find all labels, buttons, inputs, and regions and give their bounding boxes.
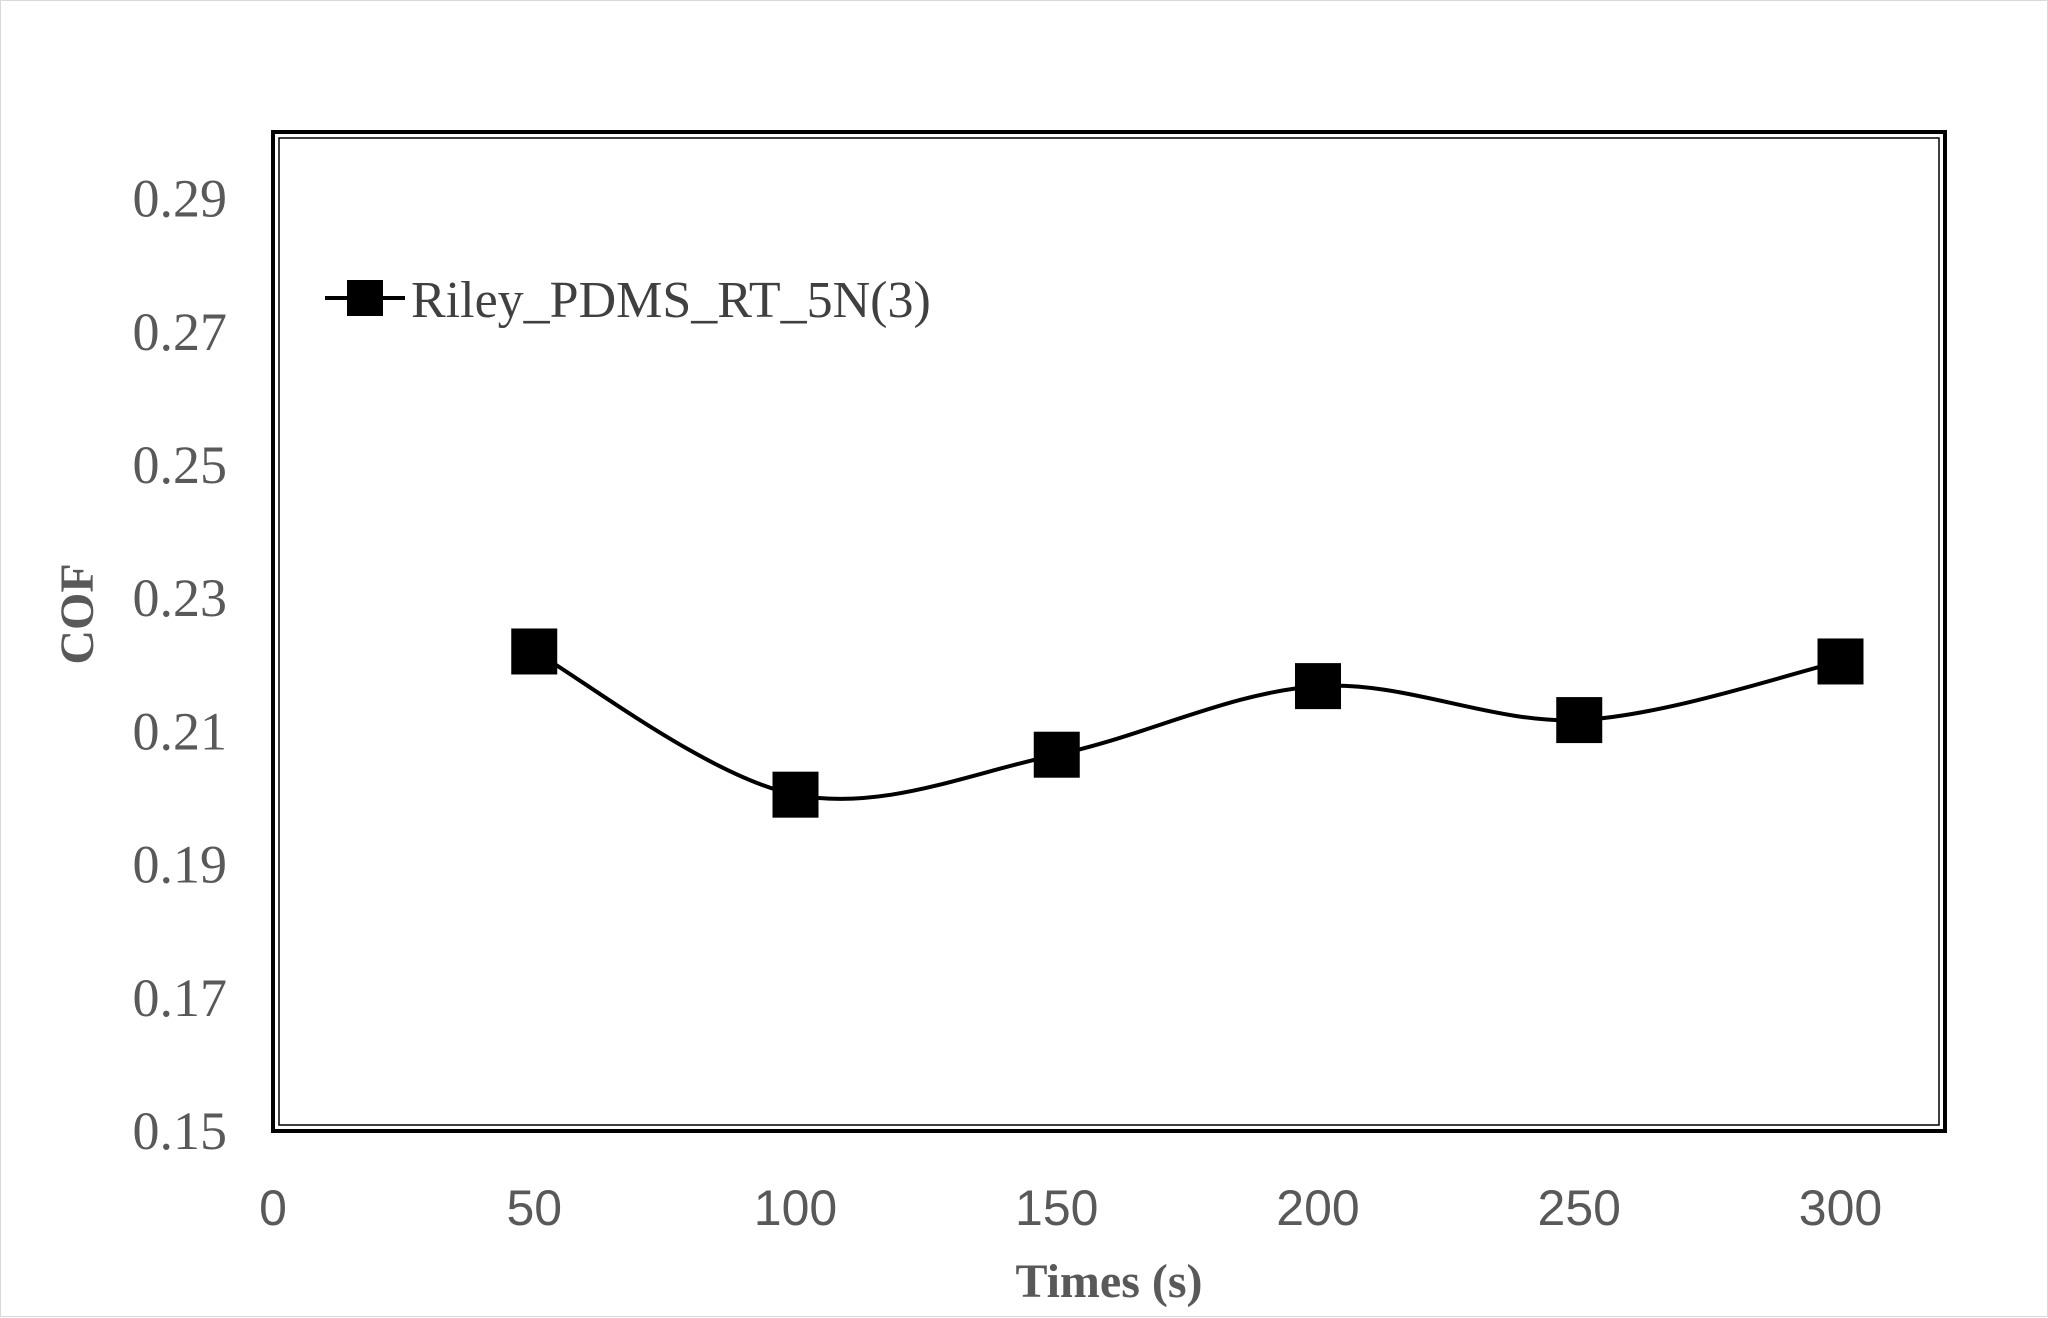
data-point-marker (511, 628, 558, 675)
y-axis-title: COF (51, 563, 104, 664)
x-axis-ticks: 0 50 100 150 200 250 300 (259, 1180, 1882, 1236)
y-axis-ticks: 0.15 0.17 0.19 0.21 0.23 0.25 0.27 0.29 (133, 169, 228, 1161)
plot-border-inner (278, 137, 1940, 1126)
plot-border-outer (271, 130, 1947, 1133)
data-point-marker (1556, 697, 1603, 744)
y-tick-label: 0.27 (133, 302, 228, 362)
data-point-marker (1033, 731, 1080, 778)
series-layer (511, 628, 1864, 818)
x-tick-label: 0 (259, 1180, 287, 1236)
data-point-marker (1295, 663, 1341, 710)
x-tick-label: 100 (754, 1180, 837, 1236)
plot-area (271, 130, 1947, 1133)
x-tick-label: 200 (1276, 1180, 1359, 1236)
x-tick-label: 250 (1538, 1180, 1621, 1236)
x-tick-label: 50 (506, 1180, 562, 1236)
legend-label: Riley_PDMS_RT_5N(3) (411, 272, 931, 329)
x-axis-title: Times (s) (1015, 1255, 1202, 1308)
data-point-marker (772, 771, 819, 818)
legend-marker-icon (347, 280, 383, 316)
x-tick-label: 150 (1015, 1180, 1098, 1236)
data-point-marker (1817, 638, 1864, 685)
legend: Riley_PDMS_RT_5N(3) (325, 272, 931, 329)
y-tick-label: 0.25 (133, 435, 228, 495)
series-line (533, 649, 1841, 801)
y-tick-label: 0.15 (133, 1101, 228, 1161)
y-tick-label: 0.29 (133, 169, 228, 229)
x-tick-label: 300 (1799, 1180, 1882, 1236)
y-tick-label: 0.23 (133, 568, 228, 628)
y-tick-label: 0.17 (133, 968, 228, 1028)
y-tick-label: 0.21 (133, 701, 228, 761)
y-tick-label: 0.19 (133, 835, 228, 895)
